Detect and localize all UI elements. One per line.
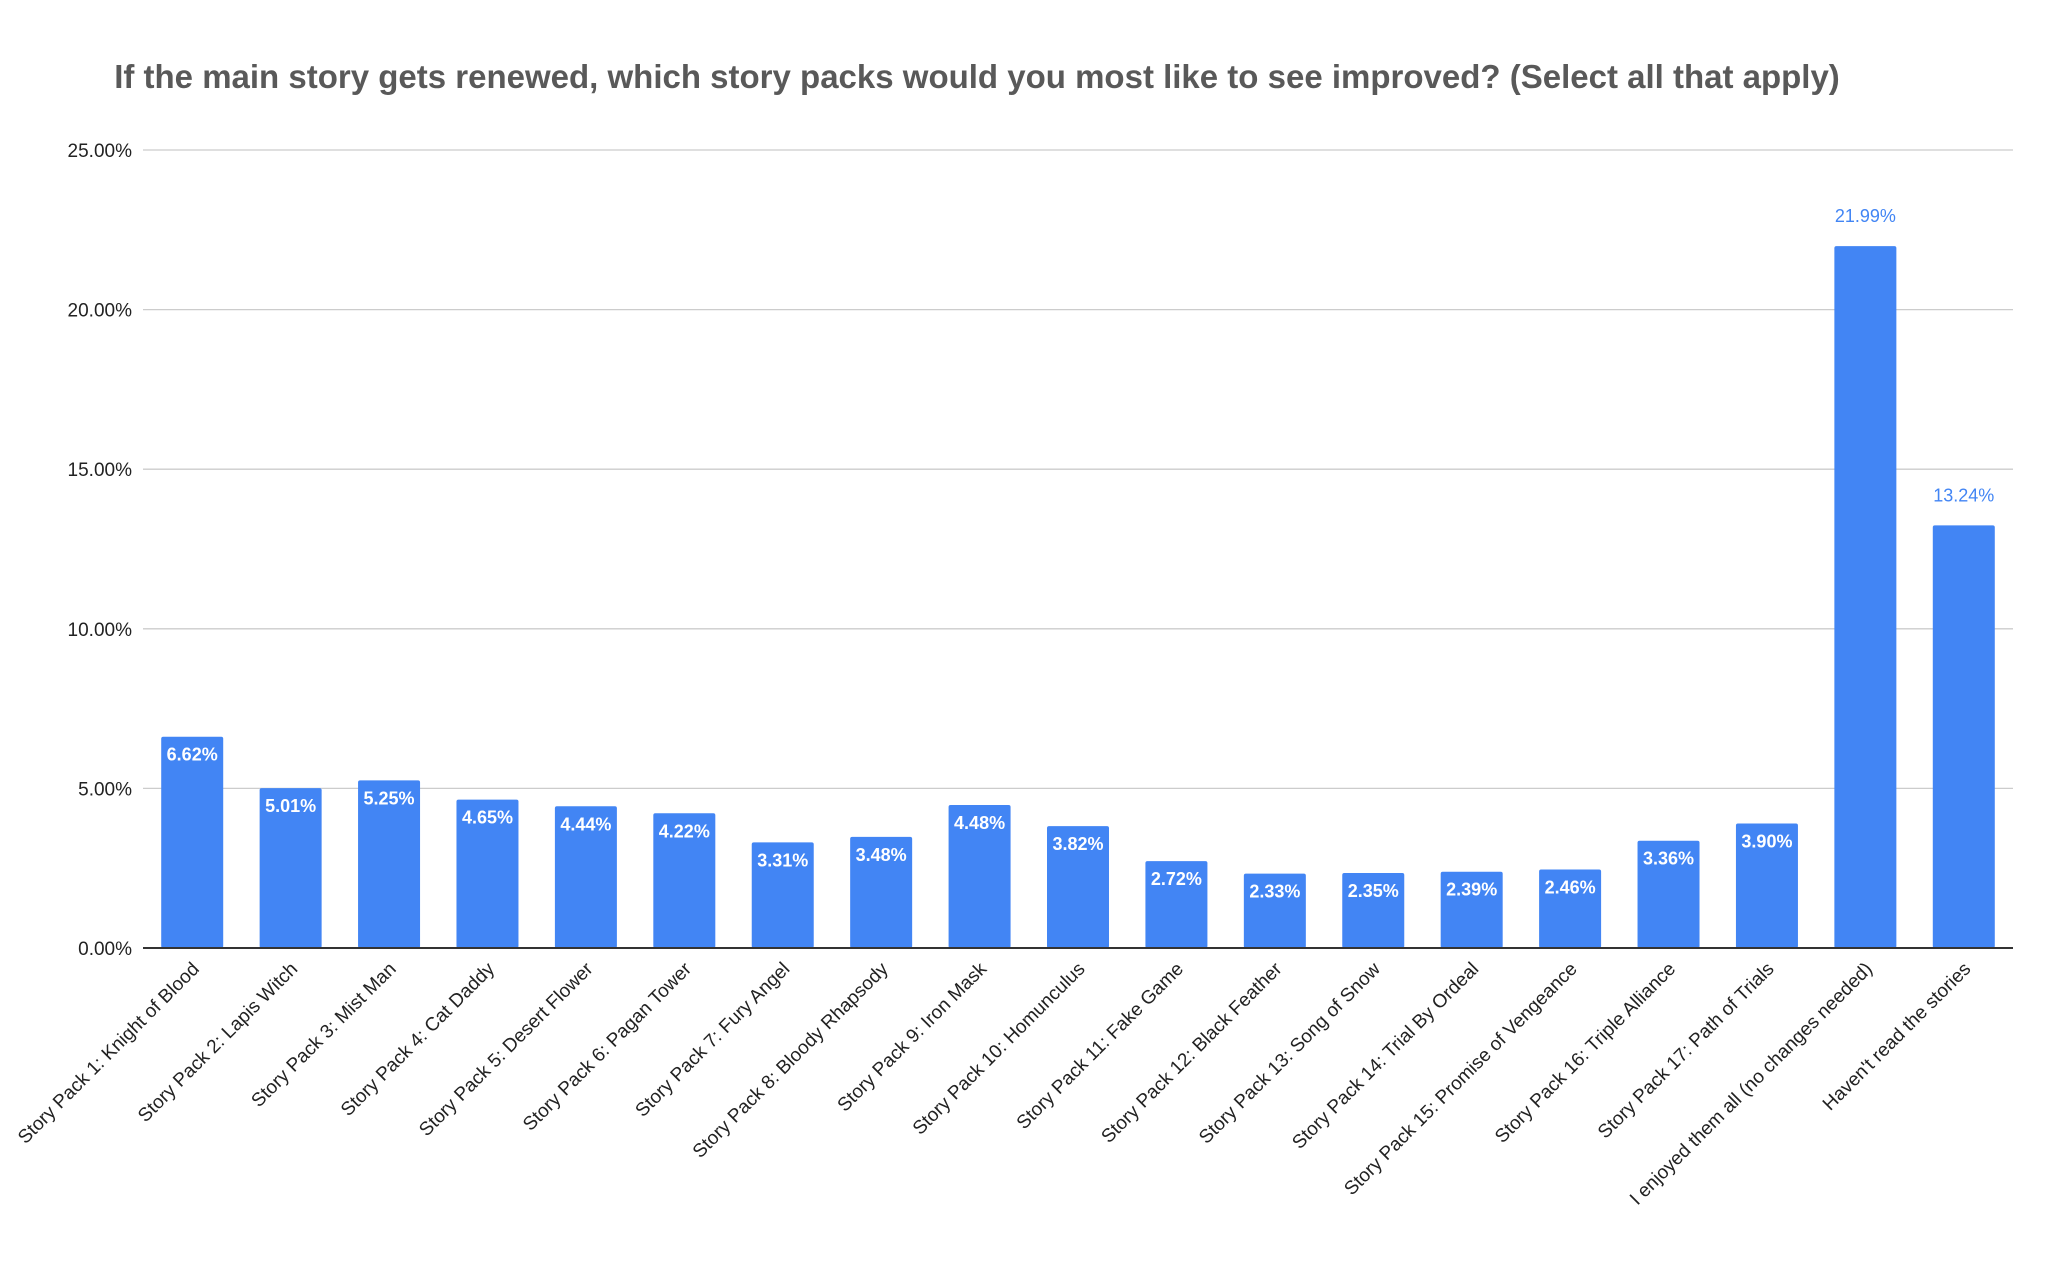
x-tick-label: Story Pack 11: Fake Game: [1013, 959, 1188, 1134]
chart-title: If the main story gets renewed, which st…: [114, 58, 1840, 95]
data-label: 2.39%: [1446, 880, 1497, 900]
x-tick-label: Story Pack 6: Pagan Tower: [519, 958, 696, 1135]
bar: [1539, 869, 1602, 948]
data-label: 5.01%: [265, 796, 316, 816]
y-tick-label: 20.00%: [68, 301, 133, 322]
bar: [1440, 871, 1503, 948]
bar: [1342, 872, 1405, 948]
x-tick-label: Story Pack 16: Triple Alliance: [1491, 959, 1680, 1148]
data-label: 3.31%: [757, 850, 808, 870]
data-label: 2.46%: [1545, 877, 1596, 897]
data-label: 2.33%: [1249, 882, 1300, 902]
bar: [1834, 246, 1897, 948]
bar: [850, 836, 913, 948]
x-tick-label: Story Pack 5: Desert Flower: [415, 958, 598, 1141]
y-tick-label: 0.00%: [78, 939, 132, 960]
bar: [1145, 861, 1208, 948]
bar: [161, 736, 224, 948]
x-tick-label: Story Pack 8: Bloody Rhapsody: [689, 958, 893, 1162]
gridlines: [143, 149, 2013, 790]
x-tick-label: Story Pack 17: Path of Trials: [1594, 959, 1778, 1143]
bar: [1047, 826, 1109, 948]
bar: [259, 788, 322, 948]
y-tick-label: 5.00%: [78, 779, 132, 800]
data-label: 21.99%: [1835, 206, 1896, 226]
y-tick-label: 15.00%: [68, 460, 133, 481]
data-label: 4.44%: [560, 814, 611, 834]
bar: [1735, 823, 1798, 948]
y-tick-label: 10.00%: [68, 620, 133, 641]
bar: [456, 799, 519, 948]
data-label: 3.90%: [1741, 832, 1792, 852]
data-label: 13.24%: [1933, 485, 1994, 505]
data-label: 3.48%: [856, 845, 907, 865]
x-tick-label: Story Pack 12: Black Feather: [1098, 958, 1287, 1147]
bar: [948, 804, 1011, 948]
bar: [1932, 525, 1995, 948]
bar: [1637, 840, 1700, 948]
data-label: 3.82%: [1052, 834, 1103, 854]
data-label: 4.48%: [954, 813, 1005, 833]
bar: [554, 806, 617, 948]
x-tick-label: Story Pack 10: Homunculus: [909, 959, 1090, 1140]
data-labels: 6.62% 5.01% 5.25% 4.65% 4.44% 4.22% 3.31% 3.48%…: [167, 206, 1995, 902]
bars: [161, 246, 1995, 948]
data-label: 2.35%: [1348, 881, 1399, 901]
x-tick-label: Story Pack 14: Trial By Ordeal: [1288, 959, 1483, 1154]
x-tick-label: Story Pack 2: Lapis Witch: [134, 959, 302, 1127]
data-label: 4.65%: [462, 808, 513, 828]
x-tick-label: Story Pack 13: Song of Snow: [1195, 958, 1385, 1148]
data-label: 6.62%: [167, 745, 218, 765]
data-label: 3.36%: [1643, 849, 1694, 869]
x-tick-label: Story Pack 1: Knight of Blood: [14, 959, 204, 1149]
data-label: 4.22%: [659, 821, 710, 841]
y-axis-ticks: 0.00% 5.00% 10.00% 15.00% 20.00% 25.00%: [68, 141, 133, 960]
bar: [1243, 873, 1306, 948]
bar: [653, 813, 716, 948]
y-tick-label: 25.00%: [68, 141, 133, 162]
bar: [751, 842, 814, 948]
data-label: 2.72%: [1151, 869, 1202, 889]
bar: [358, 780, 421, 948]
data-label: 5.25%: [364, 788, 415, 808]
